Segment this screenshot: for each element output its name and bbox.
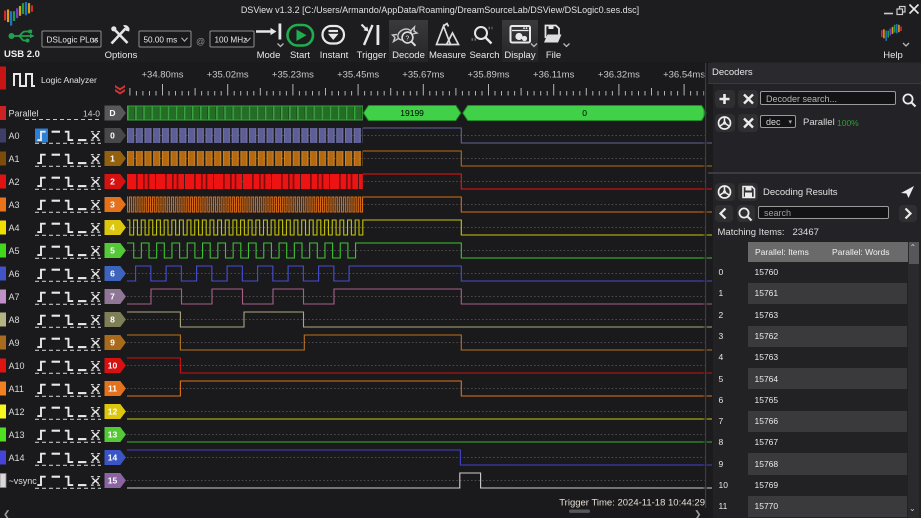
svg-text:A4: A4 — [9, 223, 20, 233]
svg-text:A1: A1 — [9, 154, 20, 164]
svg-text:3: 3 — [110, 200, 115, 210]
svg-text:A5: A5 — [9, 246, 20, 256]
svg-text:Display: Display — [504, 50, 535, 61]
svg-text:50.00 ms: 50.00 ms — [144, 36, 178, 45]
svg-text:1: 1 — [110, 154, 115, 164]
svg-text:6: 6 — [110, 269, 115, 279]
svg-text:A8: A8 — [9, 315, 20, 325]
svg-text:4: 4 — [110, 223, 115, 233]
svg-text:+35.45ms: +35.45ms — [337, 70, 379, 81]
svg-text:+36.54ms: +36.54ms — [663, 70, 705, 81]
svg-text:0: 0 — [582, 108, 587, 118]
svg-text:D: D — [109, 108, 115, 118]
svg-text:A10: A10 — [9, 361, 25, 371]
svg-text:14-0: 14-0 — [83, 108, 100, 118]
svg-text:+36.32ms: +36.32ms — [598, 70, 640, 81]
svg-text:Parallel: Parallel — [9, 108, 39, 118]
svg-text:Mode: Mode — [257, 50, 281, 61]
svg-text:A11: A11 — [9, 384, 24, 394]
svg-text:Options: Options — [105, 50, 138, 61]
svg-text:7: 7 — [110, 292, 115, 302]
svg-text:A3: A3 — [9, 200, 20, 210]
svg-text:10: 10 — [108, 361, 118, 371]
svg-text:~vsync: ~vsync — [9, 476, 38, 486]
svg-text:USB 2.0: USB 2.0 — [4, 49, 40, 60]
svg-text:+35.23ms: +35.23ms — [272, 70, 314, 81]
svg-text:5: 5 — [110, 246, 115, 256]
svg-text:A12: A12 — [9, 407, 25, 417]
svg-text:+35.89ms: +35.89ms — [468, 70, 510, 81]
svg-text:A13: A13 — [9, 430, 25, 440]
svg-text:8: 8 — [110, 315, 115, 325]
svg-text:DSView v1.3.2 [C:/Users/Armand: DSView v1.3.2 [C:/Users/Armando/AppData/… — [241, 5, 639, 15]
svg-text:❮: ❮ — [3, 509, 11, 518]
svg-text:Logic Analyzer: Logic Analyzer — [41, 75, 97, 85]
svg-text:Search: Search — [469, 50, 499, 61]
svg-text:Trigger: Trigger — [357, 50, 387, 61]
svg-text:Trigger Time: 2024-11-18 10:44: Trigger Time: 2024-11-18 10:44:29 — [559, 498, 705, 509]
svg-text:11: 11 — [108, 384, 117, 394]
svg-text:+35.67ms: +35.67ms — [402, 70, 444, 81]
svg-text:A14: A14 — [9, 453, 25, 463]
svg-text:13: 13 — [108, 430, 118, 440]
svg-text:2: 2 — [110, 177, 115, 187]
svg-text:?: ? — [405, 36, 409, 43]
svg-text:Help: Help — [883, 50, 903, 61]
svg-text:15: 15 — [108, 476, 118, 486]
svg-text:0: 0 — [110, 131, 115, 141]
svg-text:@: @ — [196, 37, 205, 47]
svg-text:❯: ❯ — [694, 509, 702, 518]
svg-text:14: 14 — [108, 453, 118, 463]
svg-text:DSLogic PLus: DSLogic PLus — [47, 36, 99, 45]
svg-text:A9: A9 — [9, 338, 20, 348]
svg-text:Start: Start — [290, 50, 310, 61]
svg-text:Decode: Decode — [392, 50, 425, 61]
svg-text:+36.11ms: +36.11ms — [533, 70, 575, 81]
svg-text:+34.80ms: +34.80ms — [142, 70, 184, 81]
svg-text:Instant: Instant — [320, 50, 349, 61]
svg-text:A0: A0 — [9, 131, 20, 141]
svg-text:Measure: Measure — [429, 50, 466, 61]
svg-text:100 MHz: 100 MHz — [215, 36, 248, 45]
svg-text:9: 9 — [110, 338, 115, 348]
svg-text:A7: A7 — [9, 292, 20, 302]
svg-text:12: 12 — [108, 407, 118, 417]
svg-text:+35.02ms: +35.02ms — [207, 70, 249, 81]
svg-text:19199: 19199 — [400, 108, 424, 118]
svg-text:File: File — [546, 50, 561, 61]
svg-text:A6: A6 — [9, 269, 20, 279]
svg-text:A2: A2 — [9, 177, 20, 187]
